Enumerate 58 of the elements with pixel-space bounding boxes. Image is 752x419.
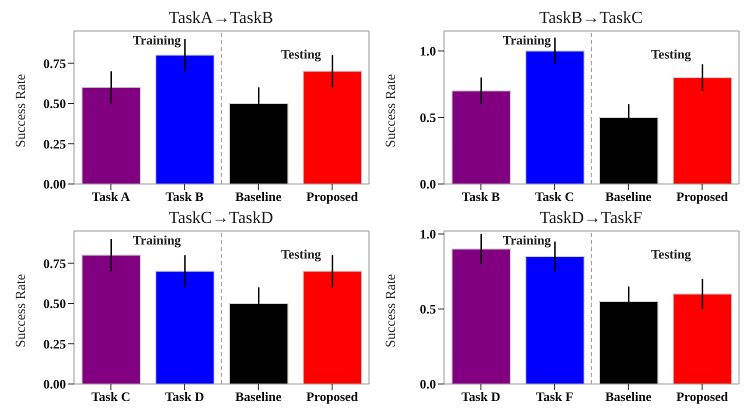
bar xyxy=(525,50,585,184)
bar xyxy=(672,77,732,184)
x-tick-label: Task C xyxy=(91,389,130,404)
x-tick-label: Proposed xyxy=(676,389,729,404)
x-tick-label: Baseline xyxy=(235,389,282,404)
x-tick-label: Task F xyxy=(536,389,574,404)
bar xyxy=(302,70,362,184)
bar xyxy=(302,270,362,384)
y-tick-label: 1.0 xyxy=(420,226,436,242)
x-tick-label: Baseline xyxy=(605,189,652,204)
annotation: Testing xyxy=(651,46,692,62)
annotation: Testing xyxy=(281,246,322,262)
x-tick-label: Baseline xyxy=(235,189,282,204)
bar xyxy=(82,86,141,184)
y-tick-label: 0.25 xyxy=(43,336,66,352)
y-axis-title: Success Rate xyxy=(384,74,399,148)
y-tick-label: 0.50 xyxy=(43,296,66,312)
x-tick-label: Task C xyxy=(535,189,574,204)
y-tick-label: 0.25 xyxy=(43,136,66,152)
y-tick-label: 0.75 xyxy=(43,56,66,71)
bar xyxy=(155,270,215,384)
annotation: Training xyxy=(132,232,182,248)
y-tick-label: 1.0 xyxy=(420,44,436,59)
bar xyxy=(452,90,511,184)
annotation: Testing xyxy=(281,46,322,62)
bar xyxy=(452,248,511,384)
x-tick-label: Task D xyxy=(165,389,204,404)
annotation: Training xyxy=(132,32,182,48)
chart-title: TaskC→TaskD xyxy=(168,208,274,228)
chart-title: TaskD→TaskF xyxy=(538,208,644,228)
x-tick-label: Proposed xyxy=(676,189,729,204)
bar xyxy=(525,256,585,384)
y-axis-title: Success Rate xyxy=(14,274,29,348)
y-tick-label: 0.5 xyxy=(420,302,436,317)
y-axis-title: Success Rate xyxy=(14,74,29,148)
y-tick-label: 0.0 xyxy=(420,376,436,392)
bar xyxy=(672,294,732,384)
y-tick-label: 0.50 xyxy=(43,96,66,112)
annotation: Training xyxy=(502,232,552,248)
bar xyxy=(82,254,141,384)
y-axis-title: Success Rate xyxy=(384,274,399,348)
x-tick-label: Proposed xyxy=(306,189,359,204)
x-tick-label: Task B xyxy=(166,189,204,204)
bar xyxy=(155,54,215,184)
annotation: Testing xyxy=(651,246,692,262)
y-tick-label: 0.0 xyxy=(420,176,436,192)
x-tick-label: Task D xyxy=(461,389,500,404)
y-tick-label: 0.00 xyxy=(43,376,66,392)
y-tick-label: 0.75 xyxy=(43,256,66,271)
x-tick-label: Proposed xyxy=(306,389,359,404)
x-tick-label: Task B xyxy=(462,189,500,204)
y-tick-label: 0.00 xyxy=(43,176,66,192)
annotation: Training xyxy=(502,32,552,48)
x-tick-label: Baseline xyxy=(605,389,652,404)
chart-title: TaskA→TaskB xyxy=(168,8,274,28)
y-tick-label: 0.5 xyxy=(420,110,436,126)
x-tick-label: Task A xyxy=(92,189,131,204)
chart-title: TaskB→TaskC xyxy=(538,8,644,28)
